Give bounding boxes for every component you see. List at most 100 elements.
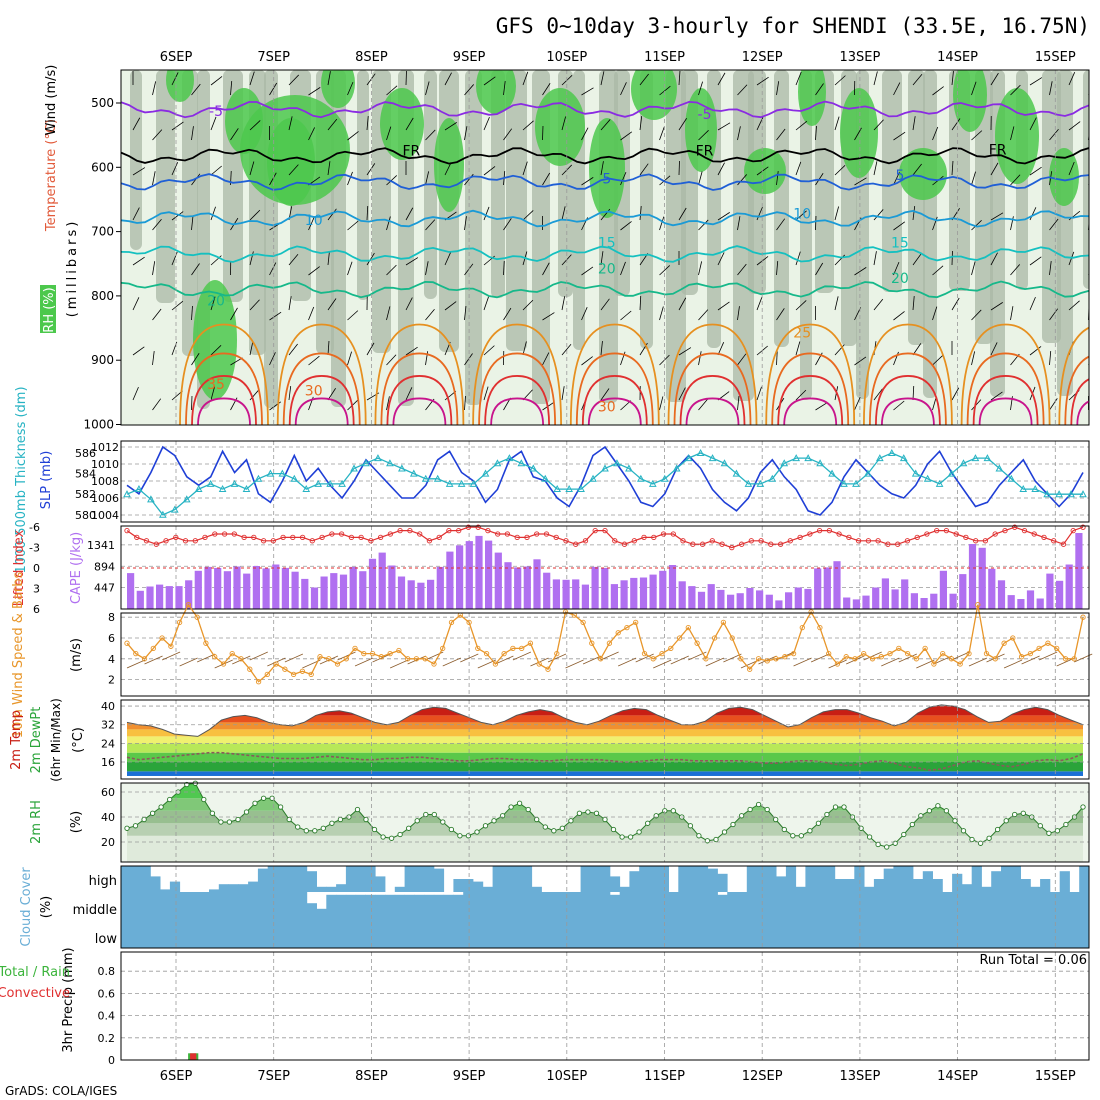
wind-barb [581, 266, 594, 276]
wind-barb [171, 211, 184, 221]
wind-barb [483, 116, 490, 131]
data-point-lifted-index [417, 531, 423, 537]
bar-cloud-middle [971, 892, 982, 920]
wind-barb [464, 126, 468, 141]
bar-cloud-low [971, 920, 982, 948]
bar-cloud-high [531, 886, 542, 892]
bar-cloud-low [873, 920, 885, 948]
data-point-thickness [852, 479, 860, 487]
data-point-rh [525, 806, 531, 813]
data-point-rh [482, 823, 489, 829]
data-point-lifted-index [153, 541, 159, 547]
wind-barb [893, 172, 900, 186]
data-point-wind-speed [510, 645, 516, 652]
bar-cloud-middle [922, 892, 933, 920]
wind-barb [678, 347, 692, 356]
tick-label-temp: 40 [101, 700, 115, 713]
wind-barb [893, 261, 900, 276]
rh-column [506, 70, 527, 351]
bar-cloud-middle [834, 892, 845, 920]
data-point-wind-speed [203, 640, 209, 646]
wind-barb [639, 116, 643, 131]
wind-barb-10m [635, 653, 654, 663]
bar-cloud-middle [121, 892, 132, 920]
wind-barb [1029, 256, 1042, 266]
data-point-wind-speed [975, 602, 981, 608]
bar-cloud-high [590, 866, 601, 892]
data-point-wind-speed [1036, 645, 1042, 652]
bar-cloud-low [326, 920, 337, 948]
bar-cloud-low [512, 920, 523, 948]
wind-barb [483, 296, 489, 311]
wind-barb [405, 297, 413, 311]
bar-cloud-low [336, 920, 347, 948]
wind-barb [561, 116, 567, 131]
bar-cloud-low [1010, 920, 1021, 948]
bar-cloud-low [1069, 920, 1080, 948]
bar-cape [465, 541, 473, 609]
temp-axis-title: 2m Temp [9, 710, 24, 770]
data-point-lifted-index [358, 534, 364, 541]
bar-cloud-middle [1059, 892, 1070, 920]
ytick-label: 900 [91, 353, 114, 367]
bar-cloud-low [443, 920, 454, 948]
wind-barb [542, 352, 550, 366]
data-point-lifted-index [787, 538, 793, 544]
data-point-wind-speed [764, 658, 770, 664]
bar-cloud-high [981, 886, 992, 892]
wind-barb [425, 261, 429, 276]
wind-barb [386, 354, 397, 366]
data-point-rh [551, 828, 557, 834]
bar-cape [668, 565, 677, 609]
wind-barb [366, 163, 376, 176]
bar-cloud-middle [570, 892, 581, 920]
bar-cloud-middle [932, 892, 943, 920]
wind-barb [503, 218, 512, 231]
wind-barb [756, 386, 762, 401]
wind-barb [366, 205, 369, 221]
bar-cloud-high [414, 866, 425, 892]
wind-barb [951, 161, 954, 176]
wind-barb [308, 127, 315, 141]
data-point-thickness [278, 469, 287, 477]
wind-barb [152, 81, 157, 96]
isotherm-dome [771, 352, 850, 425]
thickness-axis-title: 1000-500mb Thickness (dm) [14, 386, 29, 573]
bar-cloud-middle [825, 892, 836, 920]
data-point-lifted-index [631, 538, 637, 544]
data-point-wind-speed [624, 624, 630, 631]
bar-cloud-middle [345, 894, 357, 920]
data-point-wind-speed [176, 619, 183, 626]
bar-cloud-middle [961, 892, 973, 920]
wind-barb [1010, 174, 1021, 186]
bar-cloud-middle [316, 908, 327, 920]
wind-barb [1049, 398, 1058, 411]
wind-barb [132, 117, 141, 131]
wind-barb [620, 131, 633, 141]
bar-cloud-high [873, 879, 885, 892]
data-point-wind-speed [650, 656, 656, 662]
data-point-rh [687, 823, 694, 829]
data-point-lifted-index [368, 538, 374, 544]
data-point-wind-speed [334, 661, 341, 667]
bar-cape [194, 570, 202, 609]
wind-barb [756, 206, 763, 221]
wind-barb [1088, 183, 1089, 186]
bar-cloud-low [805, 920, 816, 948]
bar-cloud-middle [443, 894, 454, 920]
bar-cape [320, 576, 328, 609]
bar-cloud-high [228, 884, 239, 892]
bar-cloud-low [267, 920, 278, 948]
data-point-wind-speed [212, 654, 218, 660]
wind-barb [932, 396, 937, 411]
data-point-lifted-index [885, 541, 891, 547]
wind-barb [347, 220, 359, 231]
bar-cape [610, 584, 618, 609]
wind-barb-10m [582, 655, 602, 665]
bar-cloud-low [189, 920, 200, 948]
wind-barb [132, 346, 145, 356]
data-point-lifted-index [768, 541, 774, 547]
bar-cape [1075, 533, 1083, 609]
data-point-lifted-index [299, 534, 306, 541]
data-point-rh [465, 833, 472, 839]
